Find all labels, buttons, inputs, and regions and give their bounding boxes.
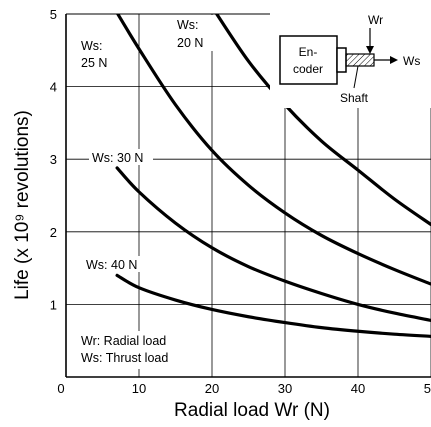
series-line-ws-20-n <box>214 14 431 227</box>
series-label-ws20-line2: 20 N <box>177 36 203 50</box>
series-label-ws30: Ws: 30 N <box>92 151 143 165</box>
encoder-schematic: En- coder Wr Ws Shaft <box>270 12 431 108</box>
x-tick-label: 10 <box>132 381 146 396</box>
legend-radial-load: Wr: Radial load <box>81 334 166 348</box>
x-tick-label: 50 <box>424 381 431 396</box>
series-label-ws25-line2: 25 N <box>81 56 107 70</box>
x-tick-label: 20 <box>205 381 219 396</box>
tick-labels: 0 10 20 30 40 50 1 2 3 4 5 <box>50 7 431 396</box>
encoder-label-1: En- <box>299 45 318 59</box>
y-tick-label: 1 <box>50 297 57 312</box>
x-tick-label: 0 <box>57 381 64 396</box>
label-bg-ws25 <box>78 36 118 72</box>
series-line-ws-40-n <box>115 273 431 338</box>
shaft-label: Shaft <box>340 91 369 105</box>
legend-bg <box>78 331 190 369</box>
ws-arrow-head <box>390 56 398 64</box>
wr-arrow-head <box>366 46 374 54</box>
series-label-ws25-line1: Ws: <box>81 39 103 53</box>
y-tick-label: 2 <box>50 225 57 240</box>
label-bg-ws30 <box>89 149 153 165</box>
encoder-flange <box>336 47 347 73</box>
x-tick-label: 40 <box>351 381 365 396</box>
y-tick-label: 4 <box>50 80 57 95</box>
series-line-ws-25-n <box>115 14 431 286</box>
y-axis-title: Life (x 10⁹ revolutions) <box>12 110 33 300</box>
wr-label: Wr <box>368 13 383 27</box>
series-label-ws20-line1: Ws: <box>177 18 199 32</box>
series-line-ws-30-n <box>115 166 431 322</box>
label-bg-ws20 <box>174 15 214 51</box>
label-bg-ws40 <box>83 256 147 272</box>
series-label-ws40: Ws: 40 N <box>86 258 137 272</box>
shaft-rect <box>345 53 375 67</box>
x-axis-title: Radial load Wr (N) <box>174 400 330 421</box>
shaft-leader <box>353 65 359 89</box>
y-tick-label: 3 <box>50 152 57 167</box>
series-curves <box>115 14 431 338</box>
legend-thrust-load: Ws: Thrust load <box>81 351 168 365</box>
ws-label: Ws <box>403 54 420 68</box>
encoder-label-2: coder <box>293 62 323 76</box>
encoder-box <box>279 35 338 85</box>
x-tick-label: 30 <box>278 381 292 396</box>
y-tick-label: 5 <box>50 7 57 22</box>
